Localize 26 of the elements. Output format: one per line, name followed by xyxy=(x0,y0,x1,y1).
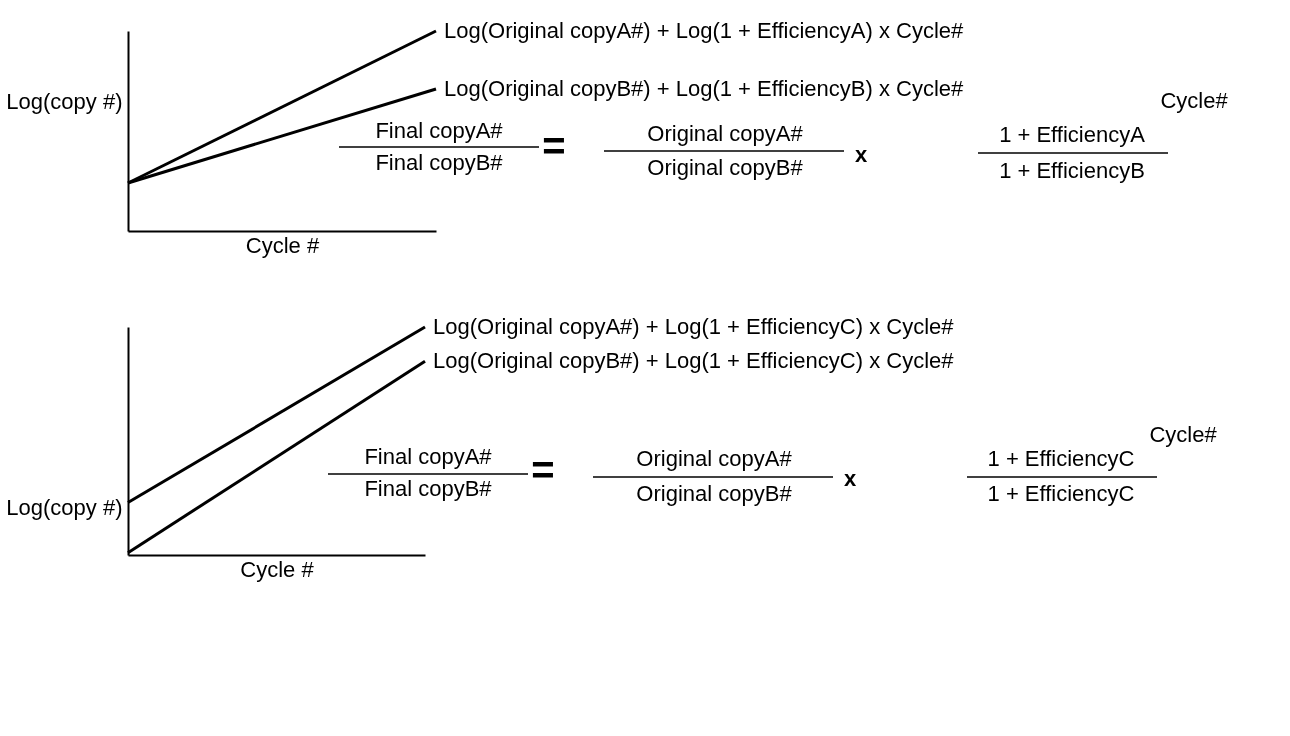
x-axis-title: Cycle # xyxy=(240,556,315,582)
text: Cycle# xyxy=(1160,88,1229,113)
annotation: = xyxy=(531,448,555,492)
text: Original copyA# xyxy=(647,121,804,146)
text: 1 + EfficiencyB xyxy=(999,158,1145,183)
text: Original copyB# xyxy=(636,481,793,506)
text: 1 + EfficiencyC xyxy=(987,446,1135,471)
y-axis-title: Log(copy #) xyxy=(6,88,123,114)
annotation: Final copyB# xyxy=(375,150,504,175)
series-label: Log(Original copyB#) + Log(1 + EfficiencyB) x Cycle# xyxy=(444,76,965,101)
annotation: Final copyB# xyxy=(364,476,493,501)
series-label: Log(Original copyA#) + Log(1 + EfficiencyA) x Cycle# xyxy=(444,18,965,43)
text: Original copyA# xyxy=(636,446,793,471)
series-label: Log(Original copyA#) + Log(1 + EfficiencyC) x Cycle# xyxy=(433,314,955,339)
text: x xyxy=(843,466,857,491)
text: Cycle# xyxy=(1149,422,1218,447)
text: 1 + EfficiencyC xyxy=(987,481,1135,506)
text: x xyxy=(854,142,868,167)
annotation: Final copyA# xyxy=(375,118,504,143)
y-axis-title: Log(copy #) xyxy=(6,494,123,520)
series-label: Log(Original copyB#) + Log(1 + EfficiencyC) x Cycle# xyxy=(433,348,955,374)
annotation: = xyxy=(542,124,566,168)
annotation: Final copyA# xyxy=(364,444,493,469)
x-axis-title: Cycle # xyxy=(245,232,320,258)
text: Original copyB# xyxy=(647,155,804,180)
text: 1 + EfficiencyA xyxy=(999,122,1146,147)
